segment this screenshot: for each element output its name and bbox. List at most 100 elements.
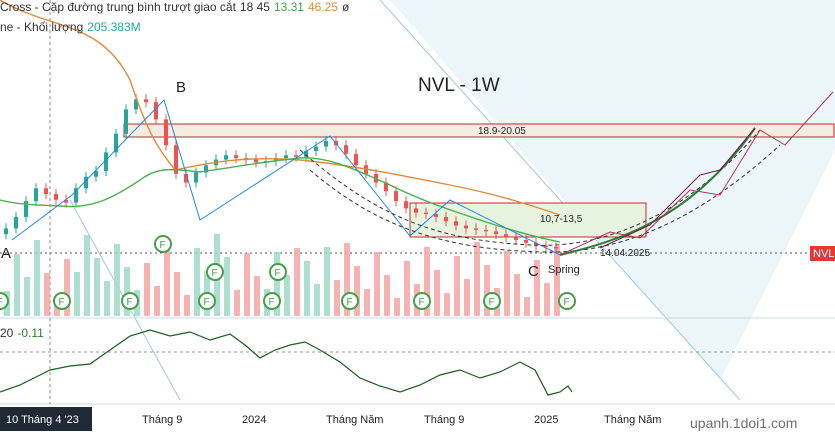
volume-bar xyxy=(144,263,150,316)
volume-bar xyxy=(464,279,470,316)
x-tick-1: Tháng 9 xyxy=(142,414,182,426)
candle-body xyxy=(444,216,448,222)
mid-zone[interactable] xyxy=(409,202,647,238)
candle-body xyxy=(464,225,468,229)
volume-bar xyxy=(224,257,230,316)
f-marker-label: F xyxy=(564,297,570,308)
volume-bars xyxy=(4,234,560,316)
candle-body xyxy=(74,188,78,203)
volume-bar xyxy=(74,272,80,316)
ma-slow-line xyxy=(0,0,561,216)
candle-body xyxy=(44,188,48,194)
osc-param: 20 xyxy=(0,326,14,340)
x-tick-3: Tháng Năm xyxy=(326,414,383,426)
volume-bar xyxy=(424,247,430,316)
volume-bar xyxy=(344,243,350,316)
f-marker-label: F xyxy=(419,297,425,308)
candle-body xyxy=(84,176,88,189)
x-tick-0: 10 Tháng 4 '23 xyxy=(6,414,79,426)
volume-bar xyxy=(254,276,260,316)
volume-bar xyxy=(34,240,40,316)
candle-body xyxy=(554,247,558,249)
candle-body xyxy=(274,158,278,161)
volume-bar xyxy=(484,265,490,316)
candle-body xyxy=(304,150,308,157)
volume-value: 205.383M xyxy=(87,20,141,34)
volume-bar xyxy=(94,258,100,316)
volume-bar xyxy=(234,290,240,316)
candle-body xyxy=(504,234,508,238)
ma-cross-legend[interactable]: Cross - Cặp đường trung bình trượt giao … xyxy=(0,0,353,14)
x-tick-6: Tháng Năm xyxy=(604,414,661,426)
projection-dash-1 xyxy=(299,129,761,246)
ma-cross-value-slow: 46.25 xyxy=(307,0,339,14)
f-marker-circle xyxy=(483,292,501,310)
volume-bar xyxy=(294,248,300,316)
candle-body xyxy=(324,140,328,147)
spring-label: Spring xyxy=(548,264,580,276)
oscillator-legend[interactable]: 20 -0.11 xyxy=(0,326,48,340)
volume-bar xyxy=(104,281,110,316)
volume-bar xyxy=(44,273,50,316)
f-marker-circle xyxy=(341,292,359,310)
oscillator-line xyxy=(0,329,573,396)
candle-body xyxy=(134,99,138,110)
volume-bar xyxy=(394,298,400,316)
wyckoff-path xyxy=(11,99,561,256)
volume-bar xyxy=(544,283,550,316)
ma-cross-extra: ø xyxy=(342,0,350,14)
f-marker-circle xyxy=(53,292,71,310)
volume-bar xyxy=(244,253,250,316)
f-marker-label: F xyxy=(127,297,133,308)
volume-bar xyxy=(174,272,180,316)
f-marker-label: F xyxy=(160,240,166,251)
ma-cross-params: 18 45 xyxy=(239,0,270,14)
candle-body xyxy=(154,102,158,120)
osc-value: -0.11 xyxy=(17,326,44,340)
f-marker-label: F xyxy=(489,297,495,308)
projection-zigzag xyxy=(559,91,834,256)
upper-zone-label: 18.9-20.05 xyxy=(478,126,526,137)
mid-zone-label: 10,7-13,5 xyxy=(540,214,583,225)
volume-label: ne - Khối lượng xyxy=(0,20,84,34)
f-marker-label: F xyxy=(59,297,65,308)
candle-body xyxy=(204,165,208,173)
candle-body xyxy=(224,155,228,160)
volume-bar xyxy=(284,275,290,316)
candle-body xyxy=(64,199,68,203)
volume-bar xyxy=(514,274,520,316)
candle-body xyxy=(434,214,438,217)
volume-bar xyxy=(114,244,120,316)
candle-body xyxy=(144,99,148,103)
volume-bar xyxy=(124,267,130,316)
projection-dash-2 xyxy=(309,144,781,253)
volume-bar xyxy=(194,248,200,316)
ticker-badge-bg xyxy=(810,246,835,261)
f-marker-circle xyxy=(263,292,281,310)
candle-body xyxy=(184,173,188,183)
candle-body xyxy=(14,216,18,229)
candle-body xyxy=(394,191,398,202)
volume-bar xyxy=(154,286,160,316)
f-marker-circle xyxy=(558,292,576,310)
candle-body xyxy=(34,188,38,202)
candle-body xyxy=(4,228,8,235)
candle-body xyxy=(354,153,358,166)
f-marker-circle xyxy=(269,263,287,281)
f-marker-circle xyxy=(0,292,9,310)
volume-bar xyxy=(354,266,360,316)
diagonal-shade xyxy=(390,0,835,380)
volume-bar xyxy=(14,254,20,316)
ma-fast-line xyxy=(0,157,561,243)
volume-bar xyxy=(404,261,410,316)
f-marker-circle xyxy=(198,292,216,310)
projection-curve xyxy=(559,127,756,256)
diagonal-line xyxy=(379,0,741,401)
point-a-label: A xyxy=(1,245,11,262)
volume-bar xyxy=(454,256,460,316)
candle-body xyxy=(524,239,528,243)
point-b-label: B xyxy=(176,79,186,96)
volume-legend[interactable]: ne - Khối lượng 205.383M xyxy=(0,20,145,34)
candle-body xyxy=(314,146,318,151)
